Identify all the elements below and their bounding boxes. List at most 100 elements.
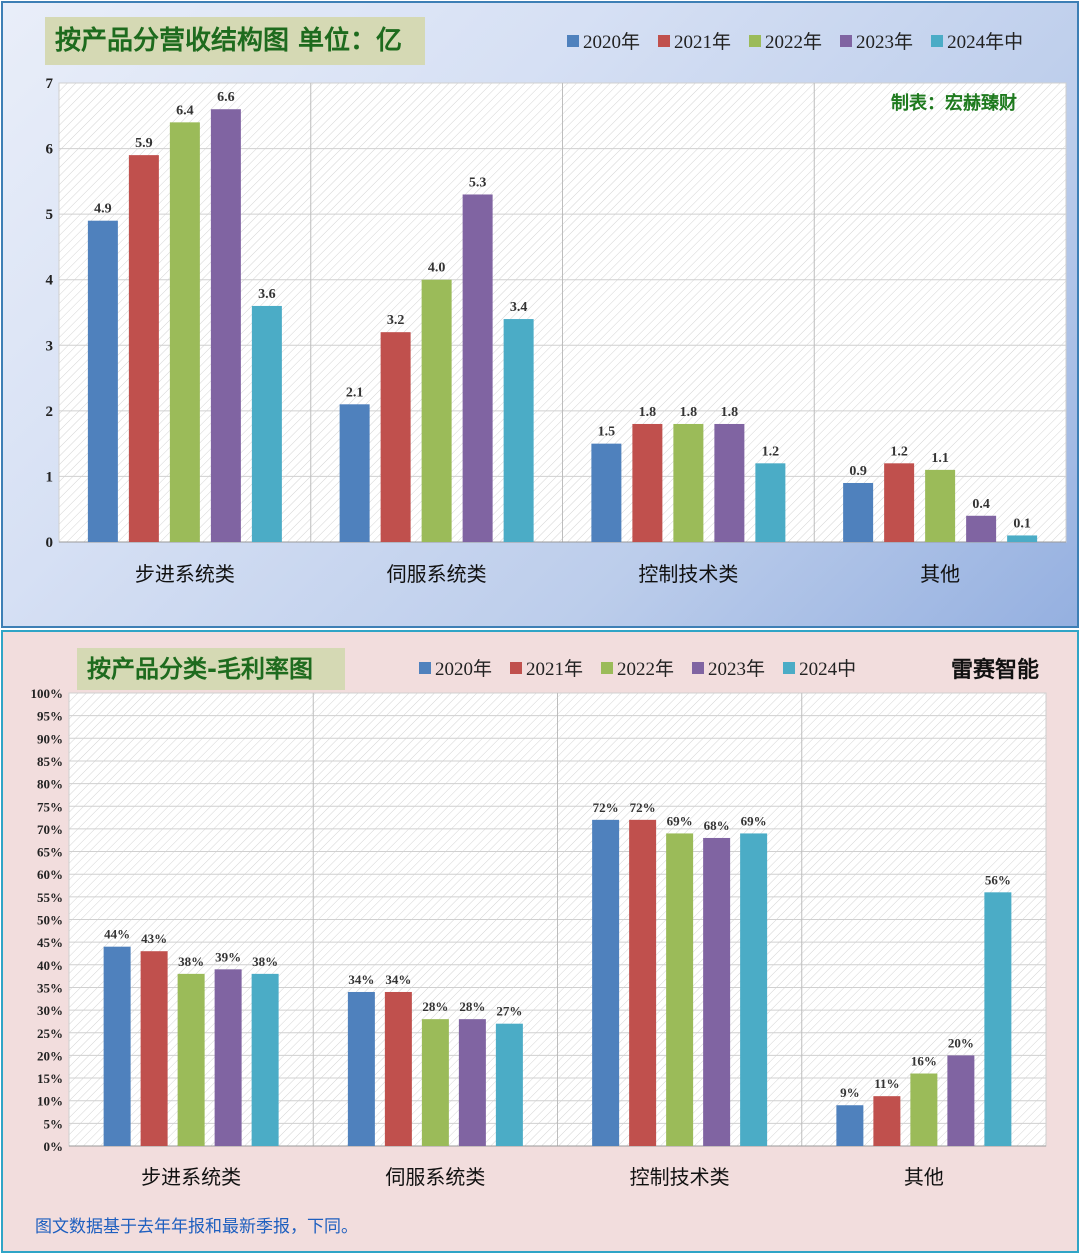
legend-swatch <box>658 34 671 47</box>
y-tick-label: 90% <box>37 731 63 746</box>
y-tick-label: 80% <box>37 777 63 792</box>
footnote: 图文数据基于去年年报和最新季报，下同。 <box>35 1217 358 1237</box>
data-label: 2.1 <box>346 385 364 400</box>
y-tick-label: 7 <box>46 76 54 92</box>
bar <box>629 819 657 1146</box>
legend-item: 2022年 <box>749 27 822 54</box>
legend-swatch <box>510 661 523 674</box>
data-label: 27% <box>496 1004 522 1019</box>
data-label: 0.4 <box>972 497 990 512</box>
bar <box>755 463 786 542</box>
legend-item: 2023年 <box>840 27 913 54</box>
data-label: 38% <box>252 954 278 969</box>
bar <box>462 194 493 542</box>
legend-label: 2021年 <box>674 32 732 53</box>
data-label: 1.1 <box>931 451 949 466</box>
legend-item: 2024年中 <box>931 27 1023 54</box>
y-tick-label: 50% <box>37 913 63 928</box>
legend-swatch <box>601 661 614 674</box>
bar <box>140 951 168 1146</box>
y-tick-label: 55% <box>37 890 63 905</box>
bar <box>591 443 622 542</box>
y-tick-label: 2 <box>46 404 54 420</box>
legend-item: 2024中 <box>783 654 856 681</box>
data-label: 69% <box>741 813 767 828</box>
legend-label: 2024中 <box>799 659 857 680</box>
y-tick-label: 1 <box>46 469 54 485</box>
bar <box>740 833 768 1146</box>
legend-item: 2021年 <box>510 654 583 681</box>
margin-chart-panel: 0% 5% 10% 15% 20% 25% 30% 35% 40% 45% 50% 55% 60% 65%… <box>1 630 1079 1253</box>
bar <box>984 892 1012 1146</box>
x-category-label: 控制技术类 <box>638 562 738 586</box>
data-label: 16% <box>911 1054 937 1069</box>
x-category-label: 伺服系统类 <box>385 1165 485 1189</box>
legend-label: 2021年 <box>526 659 584 680</box>
margin-chart-svg: 0% 5% 10% 15% 20% 25% 30% 35% 40% 45% 50% 55% 60% 65%… <box>31 686 1047 1189</box>
bar <box>380 332 411 542</box>
y-tick-label: 20% <box>37 1048 63 1063</box>
bar <box>966 515 997 542</box>
data-label: 43% <box>141 931 167 946</box>
legend-swatch <box>419 661 431 674</box>
legend-label: 2020年 <box>435 659 493 680</box>
x-category-label: 伺服系统类 <box>387 562 487 586</box>
data-label: 72% <box>593 800 619 815</box>
legend-label: 2023年 <box>708 659 766 680</box>
y-tick-label: 6 <box>46 142 54 158</box>
data-label: 0.1 <box>1013 516 1031 531</box>
bar <box>347 991 375 1146</box>
data-label: 6.6 <box>217 90 235 105</box>
legend-swatch <box>931 34 944 47</box>
data-label: 4.0 <box>428 261 446 276</box>
y-tick-label: 45% <box>37 935 63 950</box>
bar <box>87 220 118 542</box>
data-label: 69% <box>667 813 693 828</box>
legend-swatch <box>692 661 705 674</box>
data-label: 38% <box>178 954 204 969</box>
y-tick-label: 30% <box>37 1003 63 1018</box>
data-label: 1.2 <box>890 444 908 459</box>
y-tick-label: 100% <box>31 686 64 701</box>
bar <box>128 155 159 542</box>
bar <box>836 1105 864 1146</box>
revenue-chart-legend: 2020年 2021年 2022年 2023年 2024年中 <box>567 27 1023 54</box>
data-label: 1.8 <box>639 405 657 420</box>
bar <box>169 122 200 542</box>
bar <box>1007 535 1038 542</box>
bar <box>884 463 915 542</box>
data-label: 72% <box>630 800 656 815</box>
legend-label: 2022年 <box>765 32 823 53</box>
margin-chart-title: 按产品分类-毛利率图 <box>77 648 345 690</box>
revenue-chart-svg: 0 1 2 3 4 5 6 7 4.9 5.9 6.4 6.6 3.6 步进系统类 2.1 3.2 4.0 5.3… <box>46 76 1067 586</box>
data-label: 5.9 <box>135 136 153 151</box>
legend-item: 2022年 <box>601 654 674 681</box>
y-tick-label: 5% <box>44 1116 64 1131</box>
y-tick-label: 35% <box>37 980 63 995</box>
bar <box>925 469 956 542</box>
bar <box>673 423 704 542</box>
data-label: 28% <box>459 999 485 1014</box>
legend-label: 2022年 <box>617 659 675 680</box>
bar <box>251 973 279 1146</box>
data-label: 34% <box>385 972 411 987</box>
legend-label: 2020年 <box>583 32 641 53</box>
bar <box>251 305 282 542</box>
data-label: 3.4 <box>510 300 528 315</box>
bar <box>177 973 205 1146</box>
bar <box>666 833 694 1146</box>
bar <box>632 423 663 542</box>
data-label: 56% <box>985 872 1011 887</box>
x-category-label: 其他 <box>920 562 960 586</box>
bar <box>458 1019 486 1146</box>
y-tick-label: 4 <box>46 273 54 289</box>
y-tick-label: 10% <box>37 1094 63 1109</box>
data-label: 1.8 <box>680 405 698 420</box>
legend-item: 2020年 <box>419 654 492 681</box>
y-tick-label: 40% <box>37 958 63 973</box>
data-label: 20% <box>948 1035 974 1050</box>
data-label: 1.8 <box>721 405 739 420</box>
legend-swatch <box>749 34 762 47</box>
data-label: 5.3 <box>469 175 487 190</box>
bar <box>103 946 131 1146</box>
